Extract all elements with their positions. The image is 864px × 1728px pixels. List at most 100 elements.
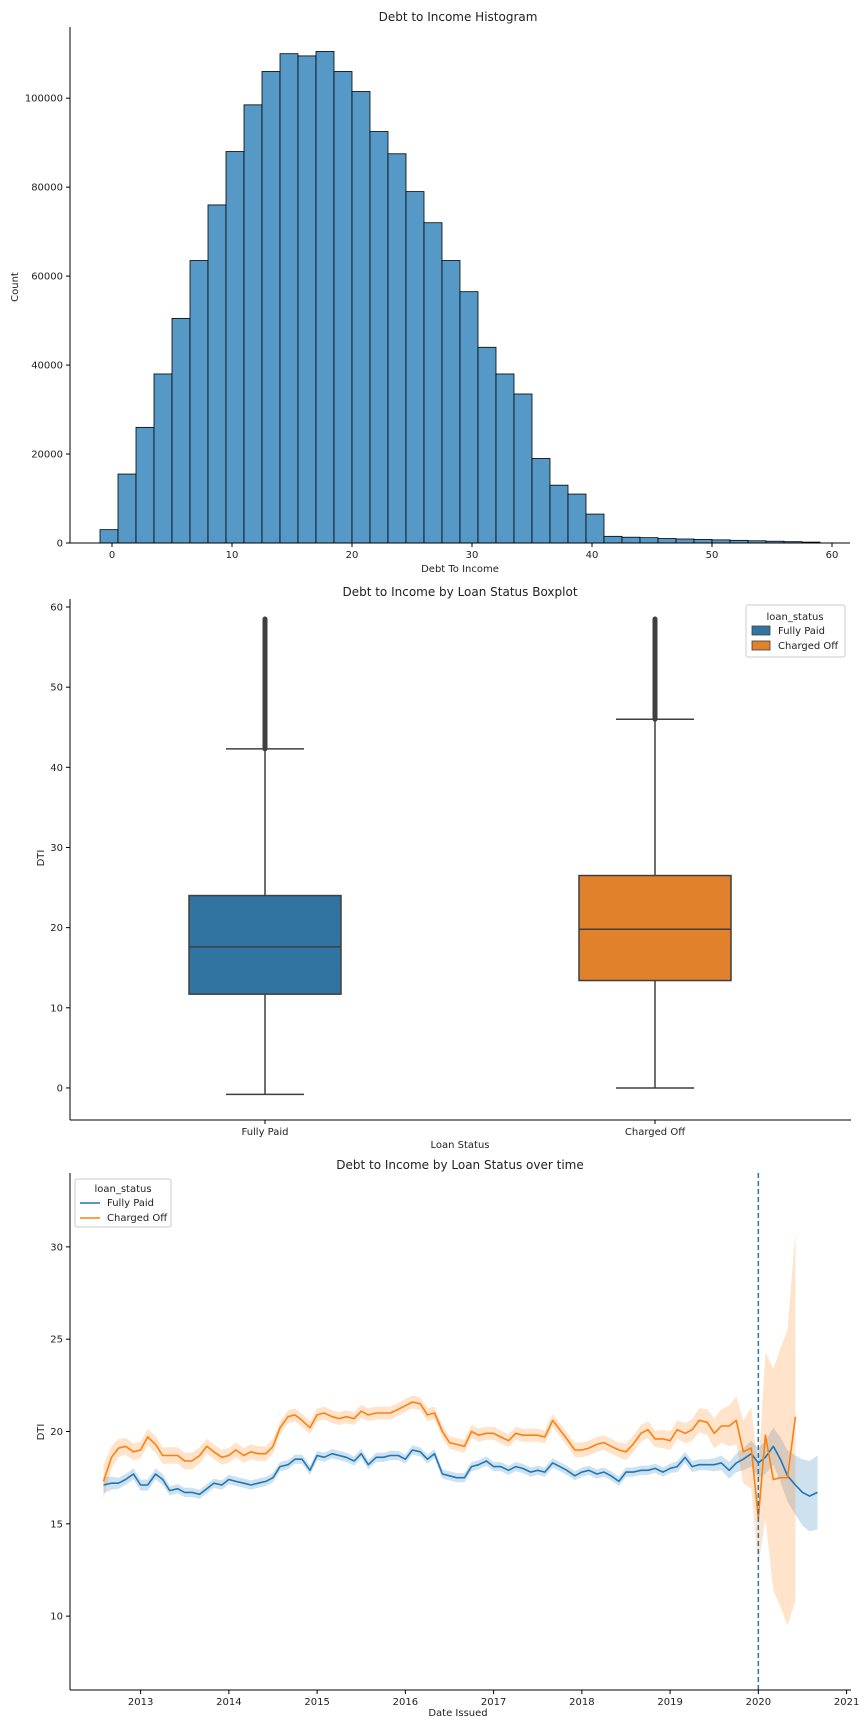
boxplot-legend-label-fully-paid: Fully Paid: [778, 626, 825, 637]
histogram-bar: [135, 426, 155, 544]
histogram-bar: [387, 153, 407, 544]
timeseries-y-tick-label: 25: [50, 1335, 63, 1346]
boxplot-y-ticks: 0 10 20 30 40 50 60: [50, 603, 70, 1094]
histogram-bar: [153, 373, 173, 544]
histogram-bar: [279, 53, 299, 544]
timeseries-band-fully-paid: [103, 1427, 818, 1532]
histogram-bar: [513, 393, 533, 544]
boxplot-y-tick-label: 60: [50, 603, 63, 614]
histogram-y-ticks: 0 20000 40000 60000 80000 100000: [25, 94, 70, 550]
histogram-y-tick-label: 100000: [25, 94, 63, 105]
timeseries-legend: loan_status Fully Paid Charged Off: [74, 1178, 172, 1228]
boxplot-y-tick-label: 20: [50, 923, 63, 934]
timeseries-y-label: DTI: [36, 1424, 47, 1441]
timeseries-legend-label-charged-off: Charged Off: [107, 1213, 168, 1224]
boxplot-x-tick-label: Charged Off: [625, 1127, 686, 1138]
histogram-x-label: Debt To Income: [421, 564, 499, 575]
histogram-bar: [243, 104, 263, 544]
histogram-bar: [459, 291, 479, 544]
histogram-bar: [621, 536, 641, 544]
histogram-bar: [567, 493, 587, 544]
timeseries-line-charged-off: [102, 1401, 797, 1520]
boxplot-box-charged-off: [578, 874, 732, 982]
timeseries-x-tick-label: 2020: [746, 1697, 771, 1708]
histogram-x-tick-label: 10: [226, 550, 239, 561]
boxplot-y-label: DTI: [36, 850, 47, 867]
timeseries-lines: [102, 1401, 818, 1520]
histogram-y-tick-label: 20000: [31, 450, 63, 461]
histogram-bar: [297, 55, 317, 544]
histogram-bar: [603, 535, 623, 544]
histogram-bar: [585, 513, 605, 544]
timeseries-x-tick-label: 2021: [834, 1697, 859, 1708]
boxplot-x-tick-label: Fully Paid: [241, 1127, 288, 1138]
histogram-bar: [549, 484, 569, 544]
timeseries-x-tick-label: 2018: [569, 1697, 594, 1708]
histogram-bar: [675, 538, 695, 544]
timeseries-x-tick-label: 2013: [128, 1697, 153, 1708]
boxplot-legend-label-charged-off: Charged Off: [778, 641, 839, 652]
histogram-bar: [333, 71, 353, 544]
timeseries-band-charged-off: [103, 1232, 796, 1626]
histogram-bar: [117, 473, 137, 544]
boxplot-legend-frame: [745, 604, 846, 658]
boxplot-panel: Debt to Income by Loan Status Boxplot 0 1…: [36, 585, 851, 1151]
timeseries-line-fully-paid: [103, 1445, 818, 1497]
histogram-bar: [171, 317, 191, 544]
boxplot-box-fully-paid: [188, 894, 342, 995]
boxplot-legend-swatch-fully-paid: [751, 625, 771, 636]
histogram-bar: [99, 529, 119, 544]
histogram-bar: [441, 260, 461, 544]
histogram-y-tick-label: 40000: [31, 361, 63, 372]
histogram-x-ticks: 0 10 20 30 40 50 60: [109, 543, 838, 561]
timeseries-legend-title: loan_status: [94, 1184, 151, 1195]
boxplot-x-ticks: Fully Paid Charged Off: [241, 1120, 686, 1138]
boxplot-y-tick-label: 50: [50, 683, 63, 694]
boxplot-y-tick-label: 40: [50, 763, 63, 774]
histogram-bar: [477, 346, 497, 544]
histogram-x-tick-label: 40: [586, 550, 599, 561]
timeseries-legend-frame: [74, 1178, 172, 1228]
timeseries-title: Debt to Income by Loan Status over time: [336, 1158, 583, 1172]
timeseries-x-tick-label: 2014: [216, 1697, 241, 1708]
boxplot-y-tick-label: 30: [50, 843, 63, 854]
histogram-bar: [315, 51, 335, 544]
timeseries-y-tick-label: 15: [50, 1519, 63, 1530]
timeseries-panel: Debt to Income by Loan Status over time …: [36, 1158, 859, 1719]
timeseries-x-tick-label: 2015: [304, 1697, 329, 1708]
histogram-x-tick-label: 20: [346, 550, 359, 561]
histogram-bars: [99, 51, 821, 544]
timeseries-legend-label-fully-paid: Fully Paid: [107, 1198, 154, 1209]
timeseries-x-tick-label: 2017: [481, 1697, 506, 1708]
histogram-panel: Debt to Income Histogram 0 10 20 30 40 50 60 0…: [10, 10, 850, 575]
histogram-bar: [261, 71, 281, 544]
histogram-bar: [639, 537, 659, 544]
histogram-y-tick-label: 0: [57, 539, 63, 550]
boxplot-y-tick-label: 0: [57, 1083, 63, 1094]
timeseries-confidence-bands: [103, 1232, 818, 1626]
boxplot-legend: loan_status Fully Paid Charged Off: [745, 604, 846, 658]
histogram-bar: [369, 131, 389, 544]
timeseries-y-ticks: 10 15 20 25 30: [50, 1242, 70, 1623]
timeseries-y-tick-label: 20: [50, 1427, 63, 1438]
histogram-x-tick-label: 50: [706, 550, 719, 561]
histogram-y-label: Count: [10, 272, 21, 302]
histogram-bar: [225, 151, 245, 544]
histogram-bar: [207, 204, 227, 544]
histogram-bar: [189, 260, 209, 544]
histogram-bar: [405, 191, 425, 544]
histogram-y-tick-label: 60000: [31, 272, 63, 283]
timeseries-x-tick-label: 2019: [657, 1697, 682, 1708]
histogram-x-tick-label: 30: [466, 550, 479, 561]
boxplot-x-label: Loan Status: [430, 1140, 489, 1151]
timeseries-y-tick-label: 30: [50, 1242, 63, 1253]
boxplot-legend-title: loan_status: [766, 612, 823, 623]
histogram-title: Debt to Income Histogram: [379, 10, 538, 24]
histogram-y-tick-label: 80000: [31, 183, 63, 194]
histogram-bar: [495, 373, 515, 544]
timeseries-y-tick-label: 10: [50, 1612, 63, 1623]
timeseries-x-tick-label: 2016: [393, 1697, 418, 1708]
histogram-bar: [351, 91, 371, 544]
boxplot-legend-swatch-charged-off: [751, 640, 771, 651]
